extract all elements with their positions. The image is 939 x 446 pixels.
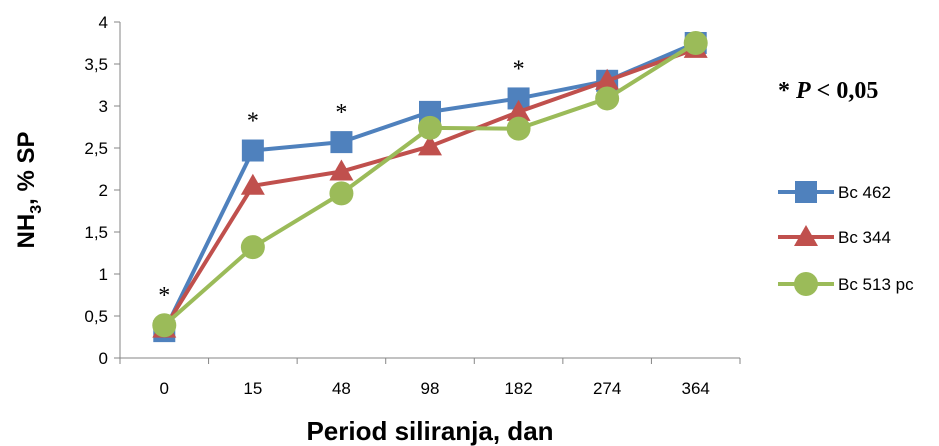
legend-item: Bc 462 [778, 181, 891, 203]
x-tick-label: 364 [682, 379, 710, 398]
data-point [595, 86, 620, 111]
legend-item: Bc 344 [778, 225, 891, 247]
legend-marker [795, 181, 817, 203]
y-tick-label: 1 [99, 265, 108, 284]
x-tick-label: 48 [332, 379, 351, 398]
legend-item: Bc 513 pc [778, 272, 914, 296]
y-axis-title-subscript: 3 [28, 205, 45, 214]
data-point [329, 181, 354, 206]
data-point [683, 31, 708, 55]
p-value-note-star: * [778, 78, 796, 104]
y-tick-label: 2 [99, 181, 108, 200]
y-tick-label: 3,5 [84, 55, 108, 74]
series-bc-513-pc [152, 31, 708, 338]
y-tick-label: 2,5 [84, 139, 108, 158]
data-point [418, 115, 442, 140]
x-tick-label: 98 [421, 379, 440, 398]
data-point [507, 87, 530, 110]
x-axis-title: Period siliranja, dan [306, 416, 553, 446]
y-tick-label: 0,5 [84, 307, 108, 326]
y-tick-label: 3 [99, 97, 108, 116]
legend-label: Bc 513 pc [838, 275, 914, 294]
x-tick-label: 274 [593, 379, 621, 398]
data-point [418, 134, 442, 156]
legend-label: Bc 344 [838, 228, 891, 247]
data-point [506, 116, 531, 141]
legend: Bc 462 Bc 344 Bc 513 pc [778, 181, 914, 296]
significance-star: * [513, 56, 525, 82]
y-axis-title-rest: , % SP [13, 132, 40, 205]
y-tick-label: 0 [99, 349, 108, 368]
significance-star: * [158, 283, 170, 309]
data-point [595, 68, 620, 90]
p-value-note-p: P [795, 78, 811, 104]
y-axis-title: NH3, % SP [13, 132, 45, 249]
y-axis-title-main: NH [13, 214, 40, 249]
axes: 0 0,5 1 1,5 2 2,5 3 3,5 4 0 15 48 98 182 274 364 Period … [13, 13, 741, 446]
legend-marker [794, 225, 818, 246]
legend-label: Bc 462 [838, 183, 891, 202]
x-tick-label: 182 [504, 379, 532, 398]
data-point [152, 313, 177, 338]
y-tick-label: 4 [99, 13, 108, 32]
y-tick-label: 1,5 [84, 223, 108, 242]
significance-star: * [335, 100, 347, 126]
data-point [330, 131, 353, 154]
data-point [240, 173, 265, 195]
x-tick-label: 15 [243, 379, 262, 398]
plot-area [152, 31, 708, 343]
p-value-note-rest: < 0,05 [811, 78, 879, 104]
data-point [240, 235, 265, 260]
data-point [506, 99, 531, 121]
x-tick-label: 0 [160, 379, 169, 398]
data-point [329, 159, 354, 181]
series-bc-462 [153, 32, 707, 343]
p-value-note: * P < 0,05 [778, 78, 878, 104]
data-point [241, 139, 264, 162]
significance-annotations: ** *** P < 0,05 [158, 56, 878, 309]
significance-star: * [247, 109, 259, 135]
legend-marker [794, 272, 818, 296]
